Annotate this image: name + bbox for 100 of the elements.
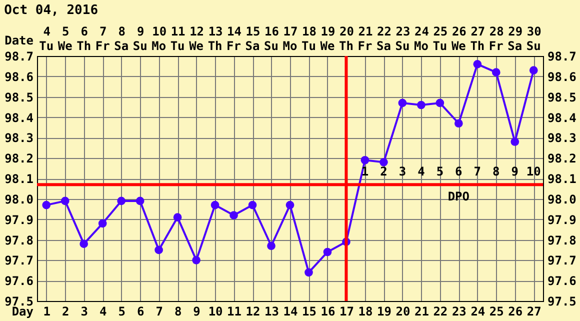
x2-tick-label: 11 bbox=[227, 304, 242, 318]
annotation: 1 bbox=[361, 164, 369, 179]
point bbox=[248, 200, 257, 210]
x2-tick-label: 13 bbox=[264, 304, 279, 318]
annotation: 3 bbox=[398, 164, 406, 179]
x-tick-label: 13 bbox=[208, 24, 223, 38]
point bbox=[380, 158, 388, 166]
point bbox=[267, 242, 276, 250]
point bbox=[210, 200, 220, 210]
point bbox=[230, 211, 238, 220]
point bbox=[510, 138, 520, 146]
text: Th bbox=[208, 39, 222, 53]
text: We bbox=[451, 39, 466, 53]
text: Th bbox=[76, 39, 92, 53]
x-tick-label: 17 bbox=[283, 24, 298, 38]
annotation: 2 bbox=[380, 164, 388, 179]
x-tick-label: 23 bbox=[396, 24, 410, 38]
text: Th bbox=[470, 39, 485, 53]
y-tick-label: 97.7 bbox=[4, 254, 34, 268]
y2-tick-label: 98.3 bbox=[548, 131, 576, 146]
point bbox=[117, 196, 126, 206]
x-tick-label: 9 bbox=[136, 24, 144, 38]
y-tick-label: 98.6 bbox=[4, 70, 34, 84]
point bbox=[454, 119, 463, 128]
text: Fr bbox=[95, 39, 110, 53]
x2-tick-label: 14 bbox=[283, 304, 298, 318]
x2-tick-label: 4 bbox=[99, 304, 107, 318]
y-tick-label: 98.7 bbox=[4, 50, 34, 64]
x2-tick-label: 6 bbox=[136, 304, 144, 318]
x-tick-label: 6 bbox=[80, 24, 88, 38]
x2-tick-label: 12 bbox=[246, 304, 260, 318]
point bbox=[398, 98, 407, 108]
x2-tick-label: 1 bbox=[43, 304, 50, 318]
y2-tick-label: 98.2 bbox=[548, 152, 576, 166]
x-tick-label: 12 bbox=[190, 24, 204, 38]
y2-tick-label: 97.8 bbox=[548, 233, 576, 248]
text: Sa bbox=[114, 39, 129, 53]
x-tick-label: 29 bbox=[508, 24, 523, 38]
text: Sa bbox=[508, 39, 522, 53]
x2-tick-label: 23 bbox=[452, 304, 466, 318]
point bbox=[529, 66, 538, 74]
x2-axis-title: Day bbox=[12, 304, 34, 318]
point bbox=[473, 60, 482, 68]
x-tick-label: 8 bbox=[118, 24, 126, 38]
y2-tick-label: 98.4 bbox=[548, 110, 576, 125]
point bbox=[360, 156, 370, 164]
x2-tick-label: 7 bbox=[156, 304, 163, 318]
x2-tick-label: 16 bbox=[320, 304, 336, 318]
annotation: 5 bbox=[436, 164, 444, 179]
x2-tick-label: 22 bbox=[433, 304, 448, 318]
y-tick-label: 98.4 bbox=[4, 110, 34, 125]
x-tick-label: 7 bbox=[99, 24, 107, 38]
y2-tick-label: 98.5 bbox=[548, 90, 576, 104]
point bbox=[323, 248, 332, 256]
x2-tick-label: 9 bbox=[193, 304, 200, 318]
point bbox=[98, 219, 107, 228]
x-tick-label: 28 bbox=[489, 24, 504, 38]
text: Fr bbox=[226, 39, 242, 53]
y2-tick-label: 97.7 bbox=[548, 254, 576, 268]
point bbox=[154, 246, 163, 254]
text: Su bbox=[132, 39, 148, 53]
x2-tick-label: 2 bbox=[62, 304, 70, 318]
point bbox=[42, 200, 51, 210]
y-tick-label: 98.3 bbox=[4, 131, 34, 146]
x-tick-label: 4 bbox=[43, 24, 50, 38]
text: We bbox=[58, 39, 72, 53]
x-tick-label: 16 bbox=[264, 24, 279, 38]
x2-tick-label: 8 bbox=[174, 304, 182, 318]
annotation: 8 bbox=[492, 164, 500, 179]
x2-tick-label: 19 bbox=[376, 304, 392, 318]
text: Mo bbox=[152, 39, 166, 53]
x-tick-label: 20 bbox=[339, 24, 354, 38]
text: Tu bbox=[39, 39, 54, 53]
annotation: 7 bbox=[474, 164, 482, 179]
x-tick-label: 15 bbox=[246, 24, 260, 38]
y-tick-label: 97.8 bbox=[4, 233, 34, 248]
annotation: 9 bbox=[511, 164, 519, 179]
text: Su bbox=[264, 39, 278, 53]
point bbox=[492, 68, 500, 77]
point bbox=[173, 213, 182, 222]
text: Su bbox=[526, 39, 541, 53]
x-tick-label: 18 bbox=[302, 24, 316, 38]
y2-tick-label: 98.0 bbox=[548, 192, 576, 206]
annotation: DPO bbox=[448, 190, 470, 204]
y2-tick-label: 97.5 bbox=[548, 294, 576, 308]
text: We bbox=[320, 39, 335, 53]
y-tick-label: 98.0 bbox=[4, 192, 34, 206]
text: We bbox=[189, 39, 204, 53]
x2-tick-label: 26 bbox=[508, 304, 523, 318]
y2-tick-label: 97.9 bbox=[548, 212, 576, 227]
point bbox=[136, 196, 144, 206]
y-tick-label: 98.1 bbox=[4, 172, 34, 186]
text: Tu bbox=[432, 39, 448, 53]
y-tick-label: 97.6 bbox=[4, 274, 34, 288]
annotation: 10 bbox=[526, 164, 541, 179]
y2-tick-label: 98.6 bbox=[548, 70, 576, 84]
point bbox=[417, 100, 426, 110]
x2-tick-label: 3 bbox=[80, 304, 88, 318]
x2-tick-label: 18 bbox=[358, 304, 373, 318]
x-tick-label: 30 bbox=[526, 24, 542, 38]
